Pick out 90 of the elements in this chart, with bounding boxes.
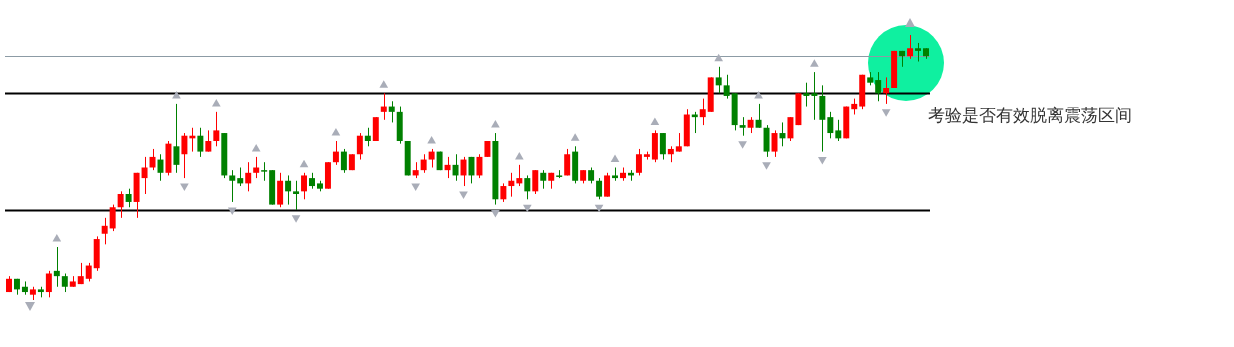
candlestick	[237, 167, 244, 187]
candlestick	[181, 132, 188, 179]
point	[738, 141, 747, 149]
candlestick	[125, 188, 132, 208]
candlestick	[149, 148, 156, 171]
point	[379, 80, 389, 88]
candlestick	[468, 156, 475, 184]
candlestick	[356, 132, 363, 161]
candlestick	[101, 217, 108, 245]
candlestick	[723, 74, 730, 100]
candlestick	[197, 127, 204, 158]
point	[211, 98, 221, 107]
point	[522, 204, 532, 213]
candlestick	[364, 127, 371, 147]
candlestick	[675, 132, 682, 153]
point	[291, 215, 301, 223]
candlestick	[173, 103, 180, 174]
candlestick	[213, 111, 220, 147]
point	[754, 90, 763, 99]
point	[459, 191, 468, 199]
candlestick	[907, 34, 914, 60]
candlestick	[596, 177, 603, 200]
candlestick	[516, 164, 523, 187]
candlestick	[835, 119, 842, 142]
candlestick	[285, 174, 292, 206]
point	[570, 133, 580, 141]
candlestick	[293, 180, 300, 211]
candlestick	[604, 172, 611, 198]
point	[427, 136, 436, 144]
candlestick	[53, 246, 60, 288]
candlestick	[85, 262, 92, 282]
point	[818, 157, 827, 165]
candlestick	[811, 71, 818, 121]
candlestick	[540, 169, 547, 190]
candlestick	[301, 172, 308, 200]
candlestick	[388, 100, 395, 123]
candlestick	[476, 153, 483, 179]
candlestick	[380, 92, 387, 121]
candlestick	[699, 98, 706, 126]
candlestick	[659, 132, 666, 161]
candlestick	[787, 116, 794, 142]
candlestick	[109, 204, 116, 232]
candlestick	[332, 140, 339, 166]
candlestick	[715, 66, 722, 94]
candlestick	[508, 172, 515, 198]
point	[331, 128, 341, 136]
point	[411, 183, 420, 192]
candlestick	[532, 169, 539, 195]
point	[491, 120, 500, 128]
candlestick	[205, 129, 212, 153]
candlestick	[45, 270, 52, 298]
annotation: 考验是否有效脱离震荡区间	[928, 105, 1132, 127]
candlestick	[500, 182, 507, 203]
point	[515, 151, 524, 160]
candlestick	[277, 172, 284, 208]
candlestick	[253, 156, 260, 179]
candlestick	[340, 148, 347, 174]
candlestick	[460, 156, 467, 187]
candlestick	[524, 174, 531, 200]
candlestick	[452, 153, 459, 182]
candlestick	[245, 161, 252, 192]
candlestick	[763, 124, 770, 158]
candlestick	[779, 121, 786, 147]
point	[594, 204, 604, 213]
candlestick	[915, 42, 922, 62]
candlestick	[875, 71, 882, 102]
candlestick	[117, 190, 124, 219]
point	[714, 53, 724, 62]
candlestick	[428, 148, 435, 168]
candlestick	[261, 161, 268, 182]
point	[650, 117, 660, 125]
point	[810, 59, 819, 67]
candlestick	[61, 273, 68, 293]
point	[299, 159, 309, 168]
candlestick	[803, 82, 810, 108]
candlestick	[444, 156, 451, 179]
candlestick	[739, 116, 746, 137]
candlestick	[420, 153, 427, 174]
candlestick	[883, 76, 890, 105]
point	[762, 162, 771, 170]
candlestick	[229, 169, 236, 203]
candlestick	[827, 111, 834, 139]
candlestick	[141, 156, 148, 195]
candlestick	[564, 148, 571, 176]
candlestick	[755, 103, 762, 129]
point	[227, 207, 237, 215]
candlestick	[819, 84, 826, 153]
point	[491, 210, 500, 218]
candlestick	[635, 148, 642, 176]
point	[610, 154, 620, 163]
